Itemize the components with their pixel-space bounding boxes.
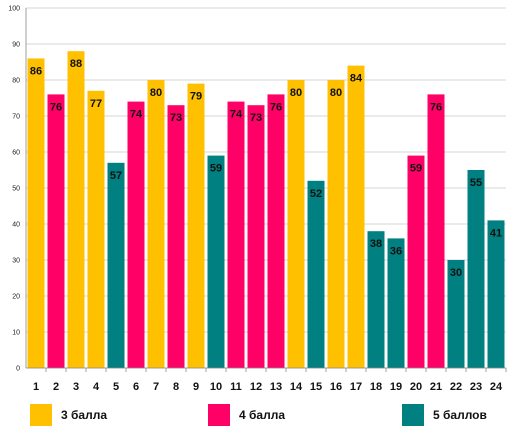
x-tick-label: 5: [113, 381, 119, 393]
data-label: 59: [410, 163, 422, 175]
y-tick-label: 90: [12, 42, 20, 49]
bar: [107, 162, 125, 368]
y-tick-label: 30: [12, 258, 20, 265]
y-tick-label: 70: [12, 114, 20, 121]
data-label: 59: [210, 163, 222, 175]
bar: [207, 155, 225, 368]
data-label: 80: [150, 87, 162, 99]
x-tick-label: 13: [270, 381, 282, 393]
x-tick-label: 23: [470, 381, 482, 393]
x-tick-label: 19: [390, 381, 402, 393]
x-axis: 1 2 3 4 5 6 7 8 9 10 11 12 13 14 15 16 17 18 19 20 21 22 23 24: [26, 367, 507, 393]
x-tick-label: 22: [450, 381, 462, 393]
x-tick-label: 17: [350, 381, 362, 393]
bar: [127, 101, 145, 368]
legend-label-4: 4 балла: [239, 408, 286, 422]
bar: [267, 94, 285, 369]
bar: [247, 105, 265, 368]
y-tick-label: 50: [12, 186, 20, 193]
data-label: 80: [330, 87, 342, 99]
x-tick-label: 14: [290, 381, 303, 393]
data-label: 74: [230, 109, 243, 121]
y-tick-label: 20: [12, 294, 20, 301]
bar: [427, 94, 445, 369]
legend-label-5: 5 баллов: [433, 408, 487, 422]
legend-item-4: 4 балла: [208, 404, 285, 426]
x-tick-label: 4: [93, 381, 100, 393]
legend-label-3: 3 балла: [61, 408, 108, 422]
data-label: 41: [490, 227, 502, 239]
data-label: 80: [290, 87, 302, 99]
y-tick-label: 60: [12, 150, 20, 157]
data-label: 84: [350, 73, 363, 85]
bar: [87, 90, 105, 369]
bar: [307, 180, 325, 368]
y-tick-label: 100: [8, 6, 20, 13]
data-label: 86: [30, 65, 42, 77]
bars: 86 76 88 77 57 74 80 73 79 59 74 73 76 80 52 80 84 38 36 59…: [27, 51, 505, 369]
data-label: 77: [90, 98, 102, 110]
legend-item-5: 5 баллов: [402, 404, 487, 426]
y-tick-label: 0: [16, 366, 20, 373]
bar: [447, 260, 465, 368]
x-tick-label: 7: [153, 381, 159, 393]
bar: [227, 101, 245, 368]
x-tick-label: 11: [230, 381, 242, 393]
data-label: 74: [130, 109, 143, 121]
data-label: 76: [50, 101, 62, 113]
x-tick-label: 15: [310, 381, 322, 393]
x-tick-label: 21: [430, 381, 442, 393]
bar: [407, 155, 425, 368]
data-label: 57: [110, 170, 122, 182]
bar: [387, 238, 405, 368]
data-label: 36: [390, 245, 402, 257]
data-label: 30: [450, 267, 462, 279]
x-tick-label: 6: [133, 381, 139, 393]
x-tick-label: 3: [73, 381, 79, 393]
legend-swatch-5: [402, 404, 424, 426]
data-label: 76: [270, 101, 282, 113]
x-tick-label: 1: [33, 381, 39, 393]
bar: [67, 51, 85, 368]
x-tick-label: 20: [410, 381, 422, 393]
y-tick-label: 10: [12, 330, 20, 337]
data-label: 52: [310, 188, 322, 200]
data-label: 55: [470, 177, 482, 189]
bar: [147, 80, 165, 368]
bar: [27, 58, 45, 369]
bar: [287, 80, 305, 368]
x-tick-label: 9: [193, 381, 199, 393]
x-tick-label: 16: [330, 381, 342, 393]
x-tick-label: 8: [173, 381, 179, 393]
bar: [347, 65, 365, 368]
data-label: 76: [430, 101, 442, 113]
bar: [187, 83, 205, 368]
x-tick-label: 2: [53, 381, 59, 393]
bar: [327, 80, 345, 368]
y-tick-label: 80: [12, 78, 20, 85]
bar: [367, 231, 385, 368]
legend-item-3: 3 балла: [30, 404, 107, 426]
data-label: 38: [370, 238, 382, 250]
legend-swatch-4: [208, 404, 230, 426]
data-label: 73: [250, 112, 262, 124]
y-axis: 0 10 20 30 40 50 60 70 80 90 100: [8, 6, 27, 373]
bar: [167, 105, 185, 368]
x-tick-label: 18: [370, 381, 382, 393]
data-label: 88: [70, 58, 82, 70]
grid-lines: [26, 7, 506, 369]
x-tick-label: 10: [210, 381, 222, 393]
data-label: 73: [170, 112, 182, 124]
x-tick-label: 12: [250, 381, 262, 393]
bar: [467, 170, 485, 368]
bar: [47, 94, 65, 369]
x-tick-label: 24: [490, 381, 503, 393]
y-tick-label: 40: [12, 222, 20, 229]
legend-swatch-3: [30, 404, 52, 426]
bar: [487, 220, 505, 368]
data-label: 79: [190, 91, 202, 103]
